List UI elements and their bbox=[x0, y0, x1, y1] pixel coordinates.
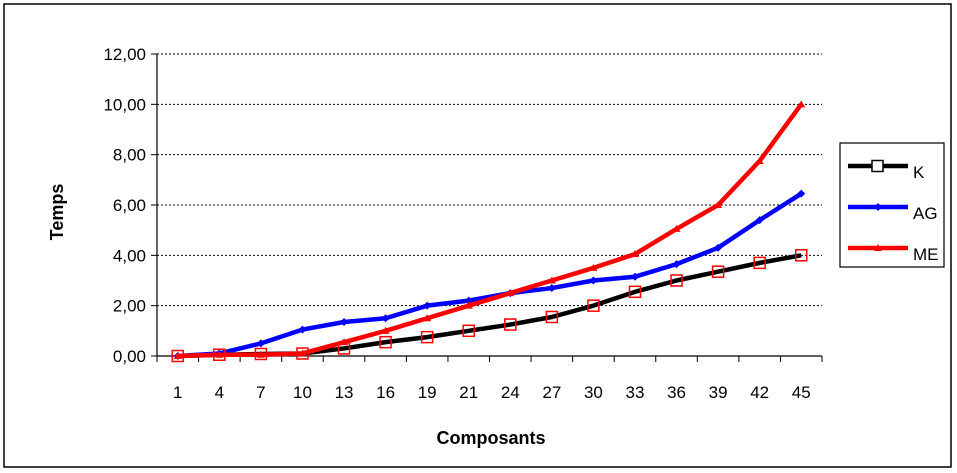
y-tick-label: 8,00 bbox=[113, 146, 146, 165]
data-point bbox=[630, 250, 639, 258]
chart-border bbox=[3, 3, 952, 468]
data-point bbox=[296, 347, 309, 360]
x-tick-label: 1 bbox=[173, 383, 182, 402]
x-tick-label: 33 bbox=[626, 383, 645, 402]
series-lines bbox=[171, 100, 808, 363]
data-point bbox=[797, 189, 806, 198]
data-point bbox=[256, 350, 265, 358]
y-tick-label: 12,00 bbox=[103, 45, 146, 64]
gridlines bbox=[157, 53, 822, 307]
x-tick-label: 39 bbox=[709, 383, 728, 402]
data-point bbox=[171, 349, 185, 363]
legend: K AG ME bbox=[839, 142, 945, 268]
data-point bbox=[587, 299, 600, 312]
data-point bbox=[547, 284, 556, 293]
series-me bbox=[173, 100, 806, 359]
legend-label: AG bbox=[913, 204, 938, 223]
data-point bbox=[381, 326, 390, 334]
legend-item-me: ME bbox=[848, 244, 939, 264]
data-point bbox=[423, 301, 432, 310]
data-point bbox=[714, 201, 723, 208]
data-point bbox=[173, 352, 182, 359]
legend-item-ag: AG bbox=[848, 203, 938, 223]
data-point bbox=[340, 318, 349, 327]
data-point bbox=[506, 289, 515, 297]
x-tick-label: 19 bbox=[418, 383, 437, 402]
data-point bbox=[256, 339, 265, 348]
data-point bbox=[254, 347, 268, 361]
legend-marker bbox=[871, 159, 884, 173]
x-axis-title: Composants bbox=[436, 428, 545, 448]
x-tick-label: 36 bbox=[667, 383, 686, 402]
y-tick-label: 4,00 bbox=[113, 246, 146, 265]
x-tick-label: 7 bbox=[256, 383, 265, 402]
data-point bbox=[589, 263, 598, 271]
data-point bbox=[464, 296, 473, 305]
legend-label: ME bbox=[913, 245, 939, 264]
data-point bbox=[420, 330, 434, 344]
y-tick-label: 10,00 bbox=[103, 95, 146, 114]
data-point bbox=[213, 348, 226, 361]
data-point bbox=[711, 265, 725, 278]
data-point bbox=[462, 324, 475, 338]
legend-label: K bbox=[913, 163, 925, 182]
legend-item-k: K bbox=[848, 159, 925, 182]
series-line bbox=[177, 191, 803, 359]
data-point bbox=[874, 203, 882, 211]
x-tick-label: 42 bbox=[750, 383, 769, 402]
data-point bbox=[672, 224, 681, 232]
data-point bbox=[215, 350, 224, 358]
data-point bbox=[337, 342, 351, 355]
data-point bbox=[504, 318, 517, 331]
data-point bbox=[753, 256, 766, 270]
data-point bbox=[379, 335, 392, 349]
data-point bbox=[797, 100, 806, 108]
x-tick-label: 10 bbox=[293, 383, 312, 402]
data-point bbox=[545, 310, 559, 324]
data-point bbox=[547, 276, 556, 284]
y-tick-label: 0,00 bbox=[113, 347, 146, 366]
x-tick-label: 24 bbox=[501, 383, 520, 402]
x-tick-label: 4 bbox=[215, 383, 224, 402]
data-point bbox=[298, 349, 307, 357]
x-tick-label: 16 bbox=[376, 383, 395, 402]
data-point bbox=[589, 276, 598, 285]
x-tick-label: 21 bbox=[459, 383, 478, 402]
x-tick-label: 27 bbox=[542, 383, 561, 402]
data-point bbox=[628, 285, 642, 299]
data-point bbox=[672, 260, 681, 269]
x-tick-label: 45 bbox=[792, 383, 811, 402]
series-line bbox=[177, 103, 804, 359]
data-point bbox=[755, 156, 764, 164]
data-point bbox=[630, 272, 639, 281]
data-point bbox=[381, 314, 390, 323]
data-point bbox=[464, 301, 473, 309]
data-point bbox=[423, 314, 432, 322]
data-point bbox=[794, 249, 808, 262]
data-point bbox=[670, 274, 683, 287]
data-point bbox=[714, 243, 723, 252]
series-k-markers bbox=[171, 249, 808, 363]
data-point bbox=[874, 244, 882, 251]
y-tick-label: 2,00 bbox=[113, 297, 146, 316]
x-tick-label: 30 bbox=[584, 383, 603, 402]
y-axis-title: Temps bbox=[47, 184, 67, 241]
data-point bbox=[755, 216, 764, 225]
x-tick-label: 13 bbox=[335, 383, 354, 402]
y-tick-label: 6,00 bbox=[113, 196, 146, 215]
data-point bbox=[298, 325, 307, 334]
